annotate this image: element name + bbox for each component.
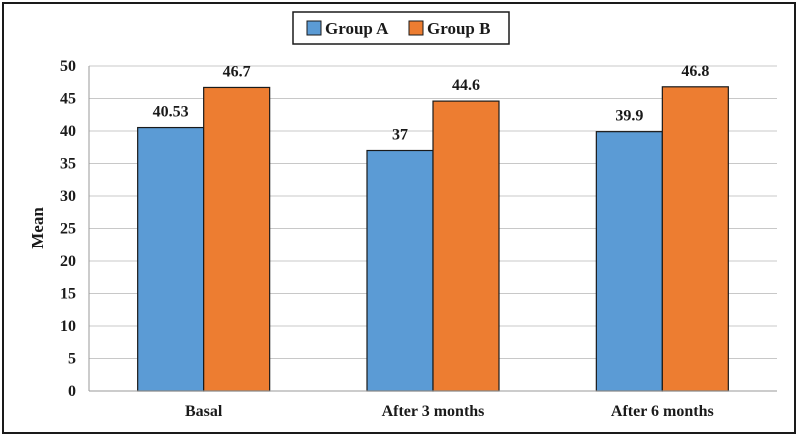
bar-group-b (661, 86, 729, 392)
y-tick-label: 35 (60, 156, 76, 173)
legend: Group A Group B (292, 11, 510, 45)
y-tick-label: 15 (60, 286, 76, 303)
data-label: 40.53 (153, 104, 189, 121)
bar-group-a (137, 126, 205, 392)
x-category-labels: Basal After 3 months After 6 months (185, 403, 714, 420)
data-label: 44.6 (452, 77, 480, 94)
axes (88, 66, 777, 392)
y-tick-labels: 0 5 10 15 20 25 30 35 40 45 50 (60, 58, 76, 400)
y-tick-label: 10 (60, 318, 76, 335)
y-tick-label: 30 (60, 188, 76, 205)
y-tick-label: 5 (68, 351, 76, 368)
data-label: 46.7 (223, 63, 251, 80)
legend-swatch-group-a (306, 20, 322, 36)
data-label: 39.9 (615, 108, 643, 125)
x-category-label: After 6 months (611, 403, 714, 420)
y-tick-label: 40 (60, 123, 76, 140)
legend-swatch-group-b (408, 20, 424, 36)
y-tick-label: 45 (60, 91, 76, 108)
data-labels: 40.53 46.7 37 44.6 39.9 46.8 (153, 63, 710, 144)
y-tick-label: 20 (60, 253, 76, 270)
data-label: 46.8 (681, 63, 709, 80)
data-label: 37 (392, 127, 408, 144)
y-tick-label: 50 (60, 58, 76, 75)
legend-label-group-b: Group B (427, 19, 490, 38)
x-category-label: Basal (185, 403, 223, 420)
legend-label-group-a: Group A (325, 19, 389, 38)
y-tick-label: 0 (68, 383, 76, 400)
bar-group-b (432, 100, 500, 392)
bar-group-b (203, 86, 271, 392)
bars (137, 86, 729, 392)
legend-box (292, 11, 510, 45)
bar-group-a (595, 131, 663, 392)
y-axis-title: Mean (28, 207, 47, 249)
y-tick-label: 25 (60, 221, 76, 238)
x-category-label: After 3 months (382, 403, 485, 420)
bar-group-a (366, 149, 434, 392)
